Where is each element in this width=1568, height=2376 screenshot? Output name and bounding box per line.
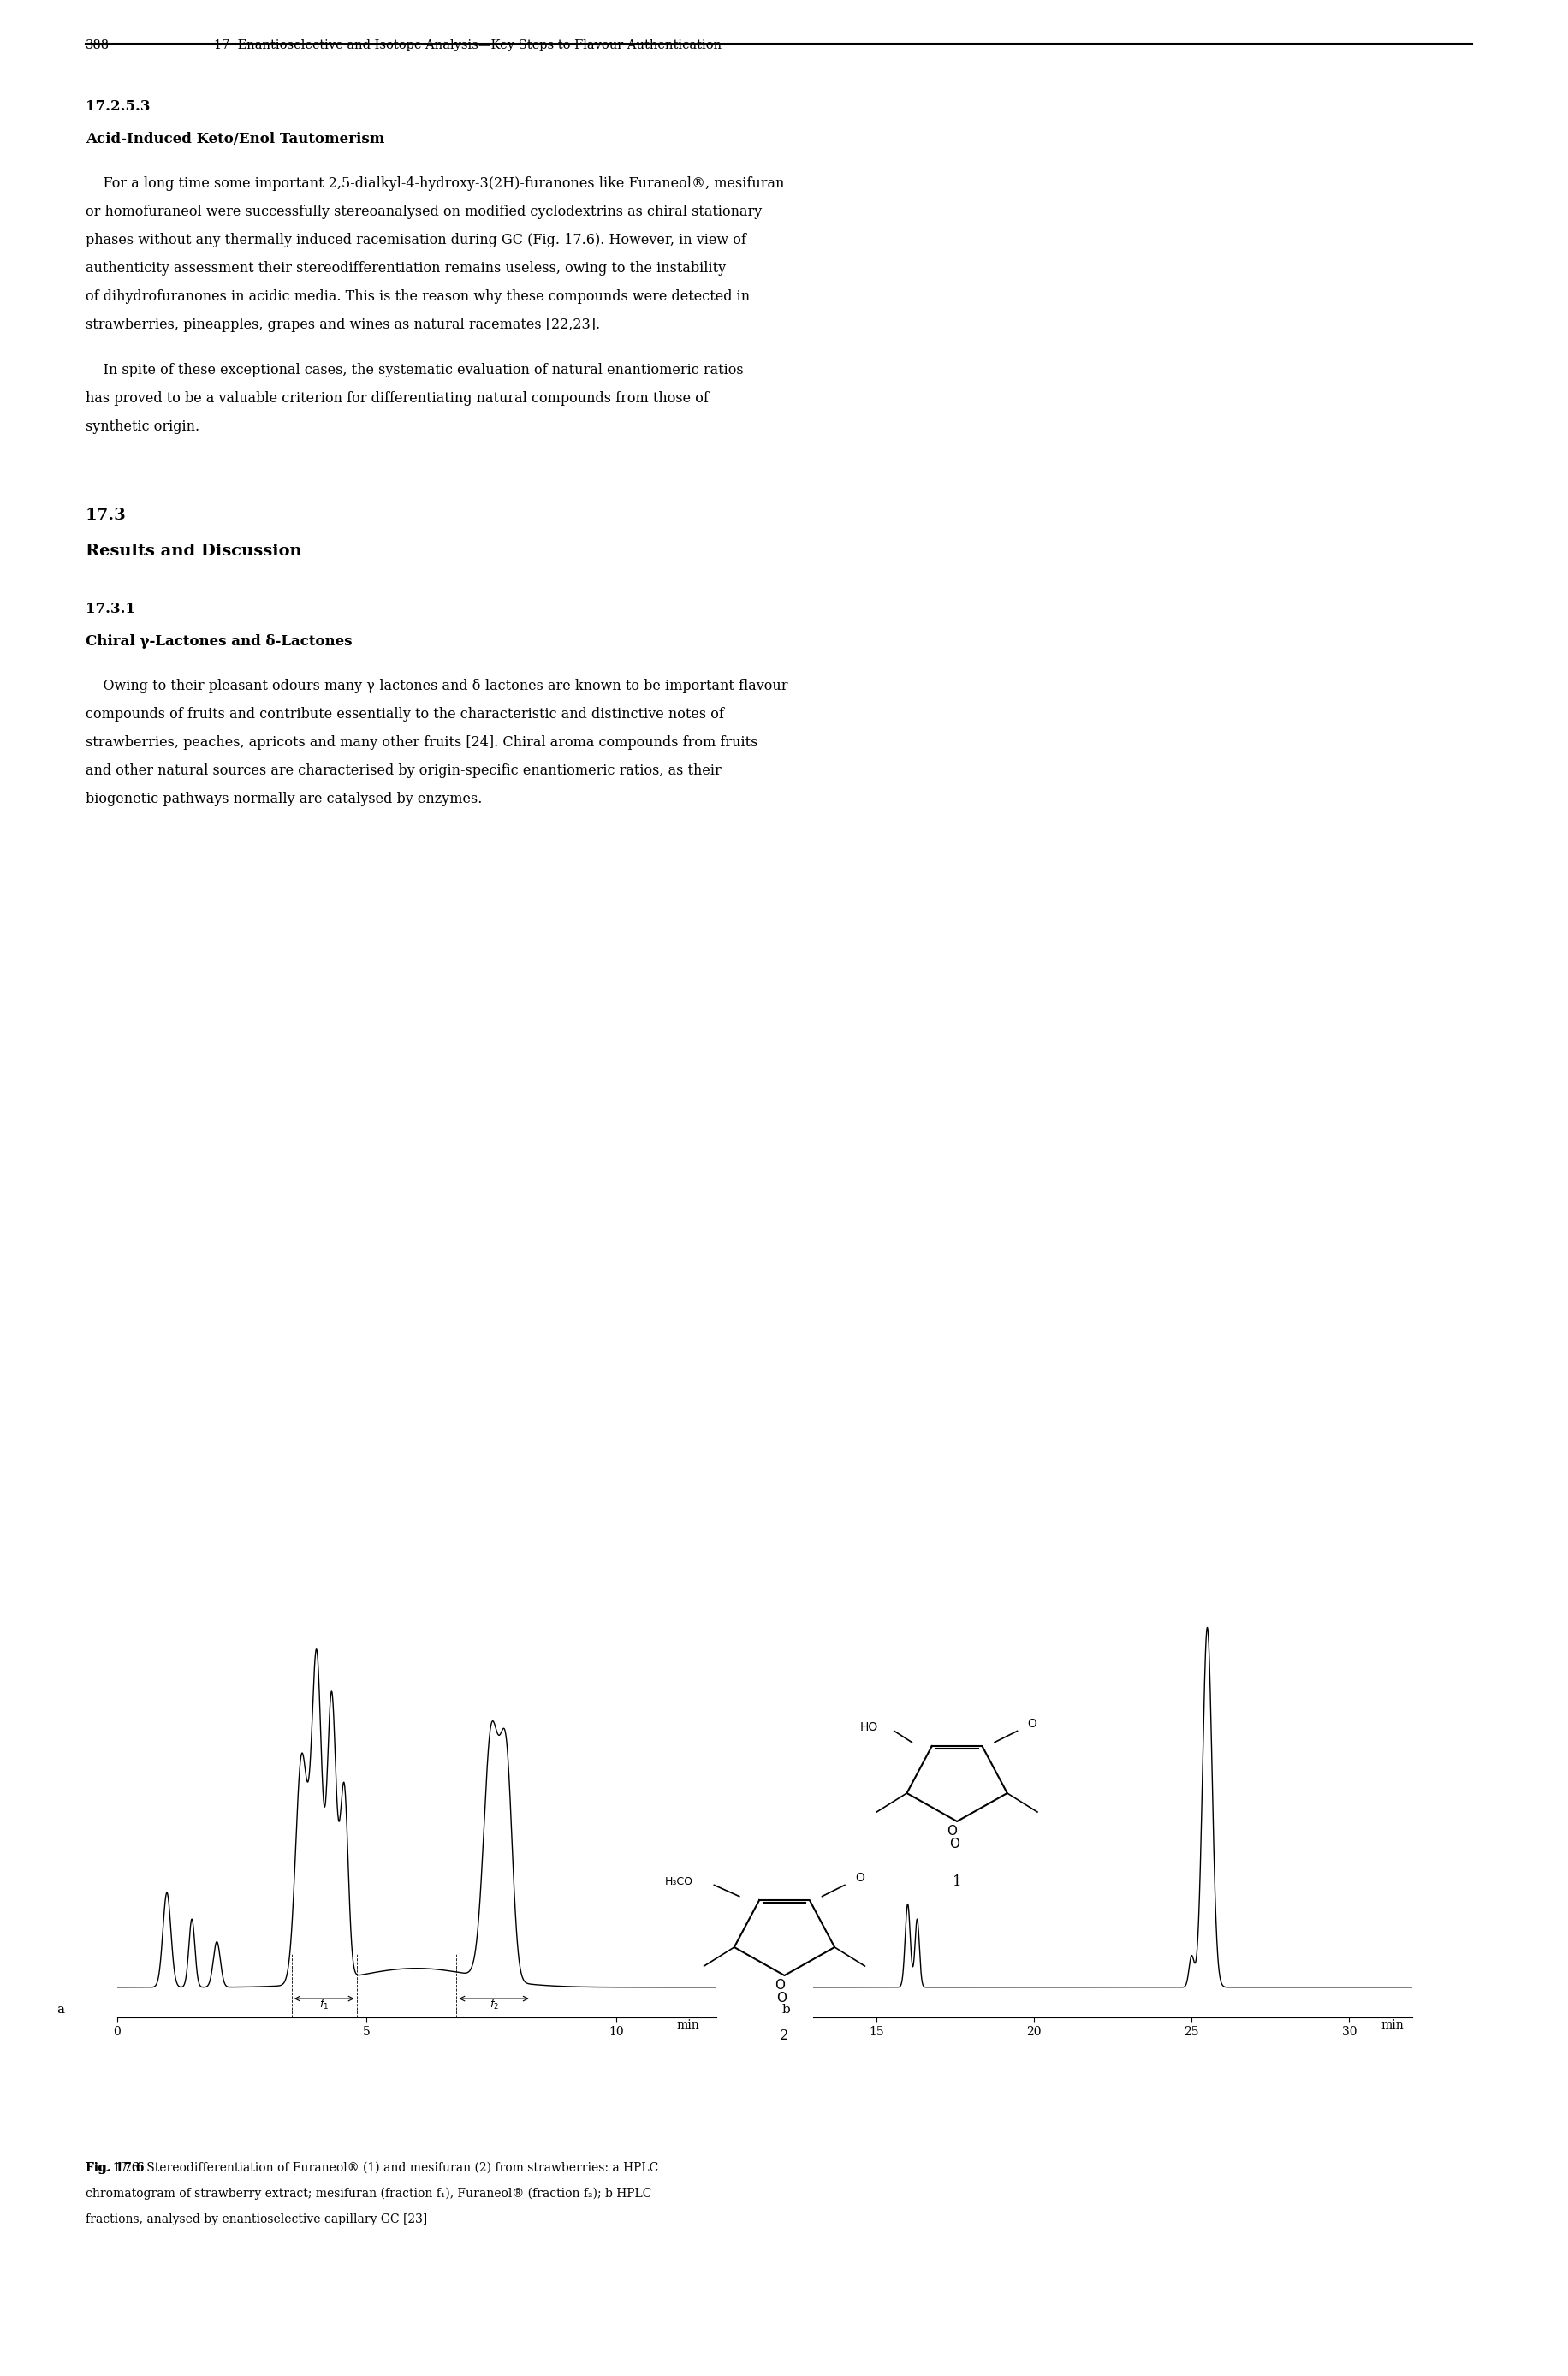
Text: 17.3: 17.3 xyxy=(86,508,127,523)
Text: and other natural sources are characterised by origin-specific enantiomeric rati: and other natural sources are characteri… xyxy=(86,763,721,777)
Text: Fig. 17.6: Fig. 17.6 xyxy=(86,2162,149,2174)
Text: O: O xyxy=(949,1837,960,1851)
Text: For a long time some important 2,5-dialkyl-4-hydroxy-3(2H)-furanones like Furane: For a long time some important 2,5-dialk… xyxy=(86,176,784,190)
Text: phases without any thermally induced racemisation during GC (Fig. 17.6). However: phases without any thermally induced rac… xyxy=(86,233,746,247)
Text: 17.2.5.3: 17.2.5.3 xyxy=(86,100,151,114)
Text: Owing to their pleasant odours many γ-lactones and δ-lactones are known to be im: Owing to their pleasant odours many γ-la… xyxy=(86,680,787,694)
Text: biogenetic pathways normally are catalysed by enzymes.: biogenetic pathways normally are catalys… xyxy=(86,791,481,805)
Text: $f_2$: $f_2$ xyxy=(489,1998,499,2012)
Text: of dihydrofuranones in acidic media. This is the reason why these compounds were: of dihydrofuranones in acidic media. Thi… xyxy=(86,290,750,304)
Text: strawberries, peaches, apricots and many other fruits [24]. Chiral aroma compoun: strawberries, peaches, apricots and many… xyxy=(86,734,757,751)
Text: In spite of these exceptional cases, the systematic evaluation of natural enanti: In spite of these exceptional cases, the… xyxy=(86,364,743,378)
Text: O: O xyxy=(1027,1718,1036,1730)
Text: a: a xyxy=(56,2003,64,2015)
Text: Chiral γ-Lactones and δ-Lactones: Chiral γ-Lactones and δ-Lactones xyxy=(86,634,351,649)
Text: O: O xyxy=(947,1825,956,1837)
Text: fractions, analysed by enantioselective capillary GC [23]: fractions, analysed by enantioselective … xyxy=(86,2214,426,2226)
Text: Results and Discussion: Results and Discussion xyxy=(86,544,301,558)
Text: has proved to be a valuable criterion for differentiating natural compounds from: has proved to be a valuable criterion fo… xyxy=(86,392,709,406)
Text: 17.3.1: 17.3.1 xyxy=(86,601,135,615)
Text: or homofuraneol were successfully stereoanalysed on modified cyclodextrins as ch: or homofuraneol were successfully stereo… xyxy=(86,204,762,219)
Text: 17  Enantioselective and Isotope Analysis—Key Steps to Flavour Authentication: 17 Enantioselective and Isotope Analysis… xyxy=(213,40,721,52)
Text: Acid-Induced Keto/Enol Tautomerism: Acid-Induced Keto/Enol Tautomerism xyxy=(86,131,384,147)
Text: b: b xyxy=(781,2003,789,2015)
Text: O: O xyxy=(775,1979,784,1991)
Text: authenticity assessment their stereodifferentiation remains useless, owing to th: authenticity assessment their stereodiff… xyxy=(86,261,726,276)
Text: 1: 1 xyxy=(952,1875,961,1889)
Text: 2: 2 xyxy=(779,2029,789,2043)
Text: min: min xyxy=(676,2020,699,2031)
Text: 388: 388 xyxy=(86,40,110,52)
Text: $f_1$: $f_1$ xyxy=(320,1998,329,2012)
Text: H₃CO: H₃CO xyxy=(665,1875,693,1887)
Text: HO: HO xyxy=(859,1720,878,1732)
Text: min: min xyxy=(1380,2020,1403,2031)
Text: O: O xyxy=(776,1991,787,2005)
Text: chromatogram of strawberry extract; mesifuran (fraction f₁), Furaneol® (fraction: chromatogram of strawberry extract; mesi… xyxy=(86,2188,651,2200)
Text: O: O xyxy=(855,1872,864,1884)
Text: synthetic origin.: synthetic origin. xyxy=(86,421,199,435)
Text: Fig. 17.6  Stereodifferentiation of Furaneol® (1) and mesifuran (2) from strawbe: Fig. 17.6 Stereodifferentiation of Furan… xyxy=(86,2162,659,2174)
Text: strawberries, pineapples, grapes and wines as natural racemates [22,23].: strawberries, pineapples, grapes and win… xyxy=(86,318,601,333)
Text: compounds of fruits and contribute essentially to the characteristic and distinc: compounds of fruits and contribute essen… xyxy=(86,708,723,722)
